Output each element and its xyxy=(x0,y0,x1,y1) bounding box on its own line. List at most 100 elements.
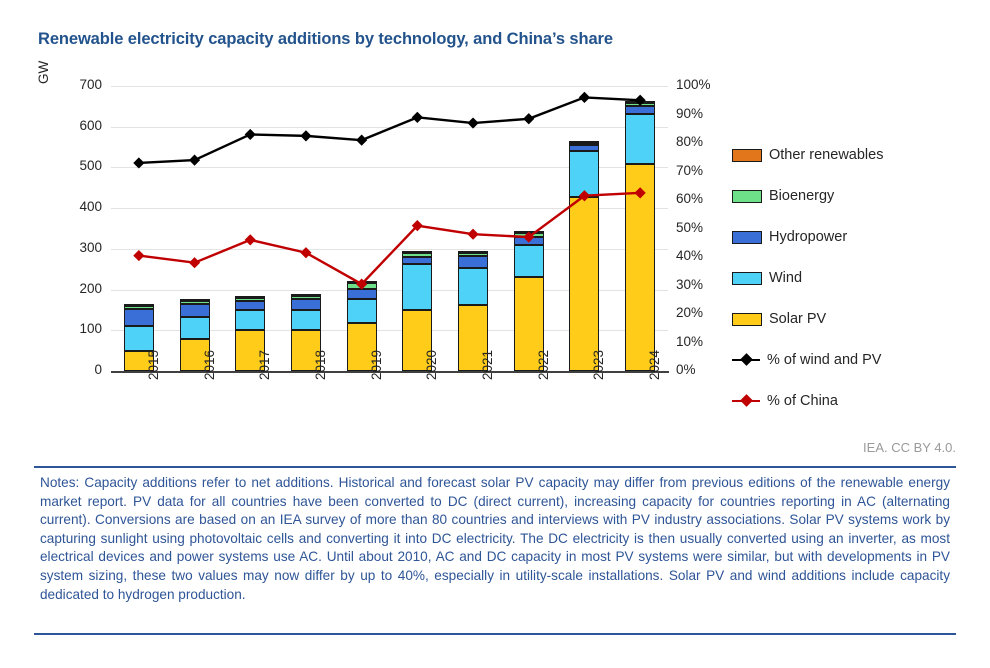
bar-segment xyxy=(290,293,321,296)
bar-segment xyxy=(290,329,321,371)
color-swatch-icon xyxy=(732,271,762,285)
line-marker-icon xyxy=(467,117,479,129)
legend-item[interactable]: Other renewables xyxy=(732,146,883,164)
bar-segment xyxy=(569,141,600,143)
legend-item-label: Solar PV xyxy=(769,311,827,327)
bar-segment xyxy=(179,303,210,317)
top-rule xyxy=(0,0,990,14)
y-axis-tick-label: 200 xyxy=(79,280,102,296)
bar-segment xyxy=(123,304,154,307)
iea-credit: IEA. CC BY 4.0. xyxy=(863,440,956,455)
legend-item[interactable]: % of China xyxy=(732,392,838,410)
line-series-overlay xyxy=(133,91,646,290)
y2-axis-tick-label: 100% xyxy=(676,77,711,92)
bar-segment xyxy=(179,316,210,340)
line-marker-icon xyxy=(411,220,423,232)
bar-stack xyxy=(290,293,321,371)
color-swatch-icon xyxy=(732,189,762,203)
x-axis-tick-label: 2022 xyxy=(535,349,551,380)
bar-segment xyxy=(625,114,656,165)
line-marker-icon xyxy=(467,228,479,240)
x-axis-tick-label: 2016 xyxy=(201,349,217,380)
bar-segment xyxy=(235,295,266,298)
line-marker-icon xyxy=(634,94,646,106)
y-axis-tick-label: 0 xyxy=(94,362,102,377)
legend-item[interactable]: Bioenergy xyxy=(732,187,834,205)
bar-stack xyxy=(179,298,210,371)
bar-segment xyxy=(123,308,154,326)
bar-segment xyxy=(569,196,600,371)
x-axis-tick-label: 2017 xyxy=(257,349,273,380)
y-axis-tick-label: 100 xyxy=(79,321,102,337)
x-axis-tick-label: 2015 xyxy=(145,349,161,380)
bar-segment xyxy=(625,105,656,115)
line-marker-icon xyxy=(300,247,312,259)
notes-divider-bottom xyxy=(34,633,956,635)
x-axis-tick-label: 2023 xyxy=(591,349,607,380)
y2-axis-tick-label: 90% xyxy=(676,105,704,121)
legend-item[interactable]: Solar PV xyxy=(732,310,826,328)
bar-segment xyxy=(346,298,377,324)
bar-segment xyxy=(235,300,266,310)
x-axis-tick-label: 2019 xyxy=(368,349,384,380)
bar-segment xyxy=(123,306,154,309)
bar-segment xyxy=(290,309,321,330)
color-swatch-icon xyxy=(732,312,762,326)
legend-item-label: Other renewables xyxy=(769,147,884,163)
legend-item-label: Bioenergy xyxy=(769,188,835,204)
gridline xyxy=(111,289,668,291)
y2-axis-tick-label: 60% xyxy=(676,191,704,206)
gridline xyxy=(111,208,668,210)
line-marker-icon xyxy=(732,353,760,367)
bar-stack xyxy=(625,101,656,371)
x-axis-tick-label: 2021 xyxy=(480,349,496,380)
bar-segment xyxy=(179,298,210,301)
y-axis-tick-label: 600 xyxy=(79,117,102,133)
line-marker-icon xyxy=(523,113,535,125)
legend-item[interactable]: Wind xyxy=(732,269,802,287)
gridline xyxy=(111,167,668,169)
line-marker-icon xyxy=(356,134,368,146)
bar-segment xyxy=(458,250,489,253)
bar-stack xyxy=(569,141,600,371)
line-marker-icon xyxy=(578,190,591,202)
bar-segment xyxy=(179,339,210,371)
legend-item-label: % of China xyxy=(767,393,838,409)
legend-item-label: Hydropower xyxy=(769,229,848,245)
legend-item-label: Wind xyxy=(769,270,803,286)
line-marker-icon xyxy=(244,128,256,141)
bar-segment xyxy=(458,252,489,257)
y-axis-tick-label: 500 xyxy=(79,158,102,174)
notes-divider-top xyxy=(34,466,956,468)
bar-segment xyxy=(179,300,210,304)
x-axis-tick-label: 2024 xyxy=(647,349,663,380)
line-path xyxy=(138,191,641,286)
gridline xyxy=(111,126,668,128)
legend-item[interactable]: % of wind and PV xyxy=(732,351,881,369)
legend-item[interactable]: Hydropower xyxy=(732,228,847,246)
bar-segment xyxy=(458,256,489,268)
line-marker-icon xyxy=(188,257,201,269)
bar-segment xyxy=(235,309,266,330)
chart-figure: GW 0 100 200 300 400 500 600 700 0% 10% 20% 30% 40%… xyxy=(0,61,990,452)
line-marker-icon xyxy=(133,157,145,169)
line-marker-icon xyxy=(411,111,423,123)
line-marker-icon xyxy=(634,187,646,199)
bar-segment xyxy=(569,150,600,197)
color-swatch-icon xyxy=(732,148,762,162)
bar-segment xyxy=(513,245,544,278)
bar-segment xyxy=(569,145,600,151)
y2-axis-tick-label: 50% xyxy=(676,219,704,235)
y2-axis-tick-label: 30% xyxy=(676,276,704,292)
color-swatch-icon xyxy=(732,230,762,244)
gridline xyxy=(111,248,668,250)
bar-segment xyxy=(513,277,544,371)
bar-segment xyxy=(235,329,266,371)
y2-axis-tick-label: 0% xyxy=(676,362,696,377)
y2-axis-tick-label: 20% xyxy=(676,305,704,320)
y-axis-tick-label: 400 xyxy=(79,199,102,215)
line-marker-icon xyxy=(732,394,760,408)
bar-stack xyxy=(235,295,266,371)
bar-segment xyxy=(290,298,321,310)
y2-axis-tick-label: 10% xyxy=(676,333,704,349)
